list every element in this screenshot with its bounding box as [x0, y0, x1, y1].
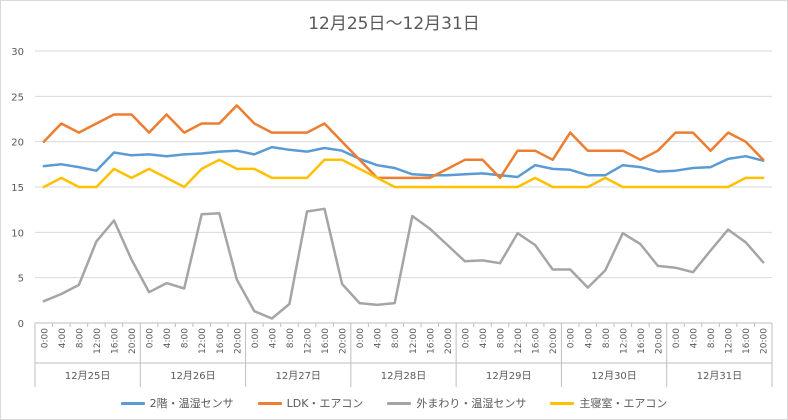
line-chart: 0 5 10 15 20 25 30 0:00 4:00 8:00 12:00 16:00 20:00 0…: [11, 47, 773, 387]
x-tick-label: 12:00: [409, 328, 419, 354]
legend-label: 主寝室・エアコン: [579, 397, 668, 410]
x-tick-label: 8:00: [707, 328, 717, 348]
x-tick-label: 16:00: [216, 328, 226, 354]
x-tick-label: 12:00: [93, 328, 103, 354]
y-tick-label: 30: [11, 47, 24, 58]
x-tick-label: 20:00: [128, 328, 138, 354]
x-tick-label: 20:00: [233, 328, 243, 354]
x-tick-label: 16:00: [321, 328, 331, 354]
series-line: [42, 158, 765, 189]
series-line: [42, 207, 765, 320]
day-label: 12月29日: [486, 370, 531, 382]
x-tick-label: 4:00: [268, 328, 278, 348]
x-tick-label: 0:00: [461, 328, 471, 348]
legend-label: 2階・温湿センサ: [149, 397, 234, 410]
chart-title: 12月25日～12月31日: [308, 14, 480, 34]
x-tick-label: 8:00: [391, 328, 401, 348]
x-tick-label: 16:00: [532, 328, 542, 354]
y-tick-label: 15: [11, 183, 24, 194]
y-tick-label: 5: [18, 274, 24, 285]
y-tick-label: 10: [11, 228, 24, 239]
x-tick-label: 4:00: [584, 328, 594, 348]
x-tick-label: 4:00: [58, 328, 68, 348]
x-tick-label: 12:00: [514, 328, 524, 354]
x-tick-label: 12:00: [725, 328, 735, 354]
legend-item: 2階・温湿センサ: [120, 395, 234, 411]
day-label: 12月25日: [65, 370, 110, 382]
x-tick-label: 16:00: [426, 328, 436, 354]
series-line: [42, 104, 765, 180]
day-label: 12月31日: [697, 370, 742, 382]
x-tick-label: 20:00: [444, 328, 454, 354]
x-tick-label: 0:00: [251, 328, 261, 348]
x-tick-label: 20:00: [339, 328, 349, 354]
day-label: 12月26日: [170, 370, 215, 382]
x-tick-label: 12:00: [619, 328, 629, 354]
legend-label: LDK・エアコン: [286, 397, 364, 410]
x-tick-label: 8:00: [602, 328, 612, 348]
x-tick-label: 0:00: [40, 328, 50, 348]
x-tick-label: 8:00: [286, 328, 296, 348]
legend: 2階・温湿センサ LDK・エアコン 外まわり・温湿センサ 主寝室・エアコン: [1, 395, 787, 411]
y-tick-label: 25: [11, 92, 24, 103]
x-tick-label: 16:00: [637, 328, 647, 354]
x-tick-label: 4:00: [690, 328, 700, 348]
x-tick-label: 0:00: [567, 328, 577, 348]
day-label: 12月28日: [381, 370, 426, 382]
x-tick-label: 16:00: [110, 328, 120, 354]
day-label: 12月30日: [591, 370, 636, 382]
x-tick-label: 0:00: [672, 328, 682, 348]
y-tick-label: 0: [18, 319, 24, 330]
series-line: [42, 145, 765, 179]
x-tick-label: 20:00: [549, 328, 559, 354]
x-tick-label: 12:00: [198, 328, 208, 354]
x-tick-label: 4:00: [479, 328, 489, 348]
x-tick-label: 4:00: [163, 328, 173, 348]
x-tick-label: 4:00: [374, 328, 384, 348]
legend-item: LDK・エアコン: [257, 395, 364, 411]
legend-item: 主寝室・エアコン: [550, 395, 667, 411]
legend-swatch: [120, 401, 145, 405]
x-tick-label: 8:00: [75, 328, 85, 348]
legend-swatch: [257, 401, 282, 405]
legend-item: 外まわり・温湿センサ: [387, 395, 526, 411]
x-tick-label: 0:00: [356, 328, 366, 348]
x-tick-label: 0:00: [146, 328, 156, 348]
legend-swatch: [387, 401, 412, 405]
x-tick-label: 20:00: [654, 328, 664, 354]
x-tick-label: 16:00: [742, 328, 752, 354]
x-tick-label: 8:00: [497, 328, 507, 348]
x-tick-label: 20:00: [760, 328, 770, 354]
legend-label: 外まわり・温湿センサ: [416, 397, 527, 410]
day-label: 12月27日: [275, 370, 320, 382]
x-tick-label: 8:00: [181, 328, 191, 348]
legend-swatch: [550, 401, 575, 405]
x-tick-label: 12:00: [303, 328, 313, 354]
y-tick-label: 20: [11, 138, 24, 149]
